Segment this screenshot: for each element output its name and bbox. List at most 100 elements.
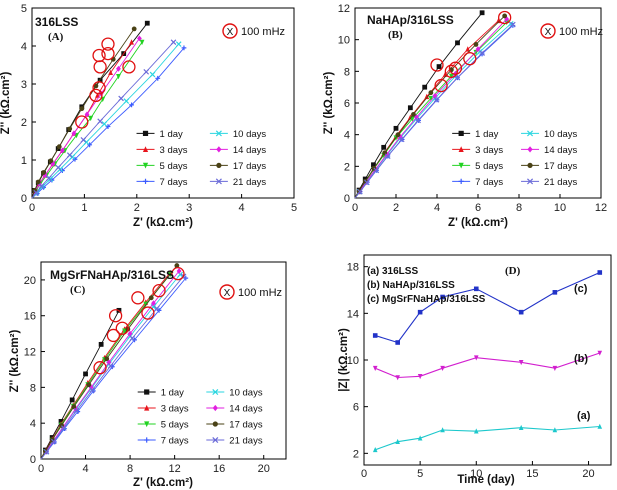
annotation-text: 100 mHz — [241, 26, 285, 38]
data-point — [407, 105, 413, 111]
data-point — [61, 425, 67, 431]
panel-c-frame — [40, 261, 287, 460]
panel-a-label: (A) — [48, 31, 64, 43]
y-tick-label: 2 — [353, 448, 359, 460]
data-point — [440, 427, 445, 433]
data-point — [174, 263, 180, 268]
panel-a-frame — [31, 7, 295, 199]
data-point — [66, 152, 73, 158]
data-point — [518, 424, 524, 430]
frequency-marker-circle — [434, 78, 448, 93]
data-point — [510, 21, 516, 28]
panel-c-x-axis-label: Z' (kΩ.cm²) — [133, 477, 193, 489]
curve-label-b: (b) — [574, 353, 588, 365]
data-point — [479, 50, 485, 56]
annotation-circle-icon — [219, 284, 235, 300]
legend-entry: 7 days — [475, 177, 503, 188]
x-tick-label: 4 — [239, 202, 245, 214]
series-line-7-days — [40, 277, 187, 460]
data-point — [139, 39, 145, 46]
data-point — [143, 69, 150, 75]
data-point — [129, 335, 136, 341]
x-tick-label: 1 — [81, 202, 87, 214]
data-point — [518, 360, 524, 366]
legend-entry: 21 days — [233, 177, 267, 188]
y-tick-label: 10 — [347, 355, 359, 367]
y-tick-label: 10 — [338, 35, 350, 47]
legend-entry-a: (a) 316LSS — [367, 266, 418, 277]
panel-a: 00 1 1 2 2 3 3 4 4 5 5 316LSS (A) X 100 mHz 1 day 3… — [0, 3, 297, 229]
y-tick-label: 20 — [24, 275, 36, 287]
x-tick-label: 16 — [213, 463, 225, 475]
panel-d-x-axis-label: Time (day) — [457, 474, 514, 486]
x-tick-label: 4 — [434, 202, 440, 214]
data-point — [144, 20, 150, 26]
x-tick-label: 2 — [393, 202, 399, 214]
legend-entry: 1 day — [475, 129, 498, 140]
data-point — [123, 98, 130, 104]
data-point — [424, 93, 430, 100]
series-line-b — [374, 352, 600, 379]
data-point — [393, 125, 399, 131]
data-point — [432, 92, 438, 99]
data-point — [67, 126, 73, 132]
legend-entry: 7 days — [160, 177, 188, 188]
data-point — [597, 350, 603, 356]
frequency-marker-circle — [101, 46, 115, 61]
data-point — [87, 142, 93, 148]
x-tick-label: 6 — [475, 202, 481, 214]
series-line-a — [375, 425, 600, 451]
data-point — [455, 40, 460, 46]
panel-c: 00 4 4 8 8 12 12 16 16 20 20 MgSrFNaHAp/316LSS (C)… — [9, 261, 287, 489]
annotation-x-symbol: X — [545, 27, 552, 38]
y-tick-label: 18 — [347, 262, 359, 274]
x-tick-label: 2 — [134, 202, 140, 214]
data-point — [118, 95, 124, 102]
panel-b-title: NaHAp/316LSS — [367, 13, 454, 27]
panel-c-y-axis-label: Z'' (kΩ.cm²) — [9, 330, 21, 393]
data-point — [106, 359, 112, 366]
data-point — [101, 121, 108, 127]
data-point — [436, 64, 442, 69]
data-point — [73, 407, 80, 414]
data-point — [48, 158, 54, 164]
data-point — [372, 365, 378, 371]
data-point — [371, 162, 376, 168]
y-tick-label: 0 — [21, 193, 27, 205]
curve-label-a: (a) — [577, 410, 591, 422]
frequency-marker-circle — [152, 284, 166, 298]
data-point — [176, 268, 182, 274]
legend-entry: 21 days — [229, 436, 263, 447]
data-point — [93, 83, 99, 89]
legend-marker — [144, 437, 150, 443]
y-tick-label: 1 — [21, 155, 27, 167]
data-point — [104, 356, 110, 362]
frequency-marker-circle — [430, 58, 444, 72]
y-tick-label: 6 — [353, 402, 359, 414]
data-point — [395, 375, 400, 381]
frequency-marker-circle — [497, 10, 512, 25]
annotation-x-symbol: X — [224, 288, 231, 299]
data-point — [116, 74, 121, 80]
data-point — [83, 139, 90, 145]
data-point — [84, 111, 90, 118]
legend-entry: 1 day — [160, 129, 183, 140]
frequency-marker-circle — [101, 37, 115, 51]
data-point — [108, 69, 113, 75]
legend-marker — [142, 178, 149, 184]
panel-d-legend: (a) 316LSS (b) NaHAp/316LSS (c) MgSrFNaH… — [367, 266, 486, 305]
y-tick-label: 0 — [30, 454, 36, 466]
data-point — [35, 179, 41, 185]
data-point — [422, 84, 428, 90]
annotation-circle-icon — [540, 23, 556, 39]
data-point — [364, 179, 370, 186]
y-tick-label: 4 — [21, 41, 27, 53]
legend-marker — [215, 178, 222, 185]
data-point — [473, 286, 479, 292]
x-tick-label: 15 — [526, 468, 538, 480]
y-tick-label: 2 — [344, 161, 350, 173]
x-tick-label: 10 — [470, 468, 482, 480]
frequency-marker-circle — [106, 328, 121, 343]
data-point — [88, 384, 94, 391]
legend-entry-c: (c) MgSrFNaHAp/316LSS — [367, 294, 486, 305]
